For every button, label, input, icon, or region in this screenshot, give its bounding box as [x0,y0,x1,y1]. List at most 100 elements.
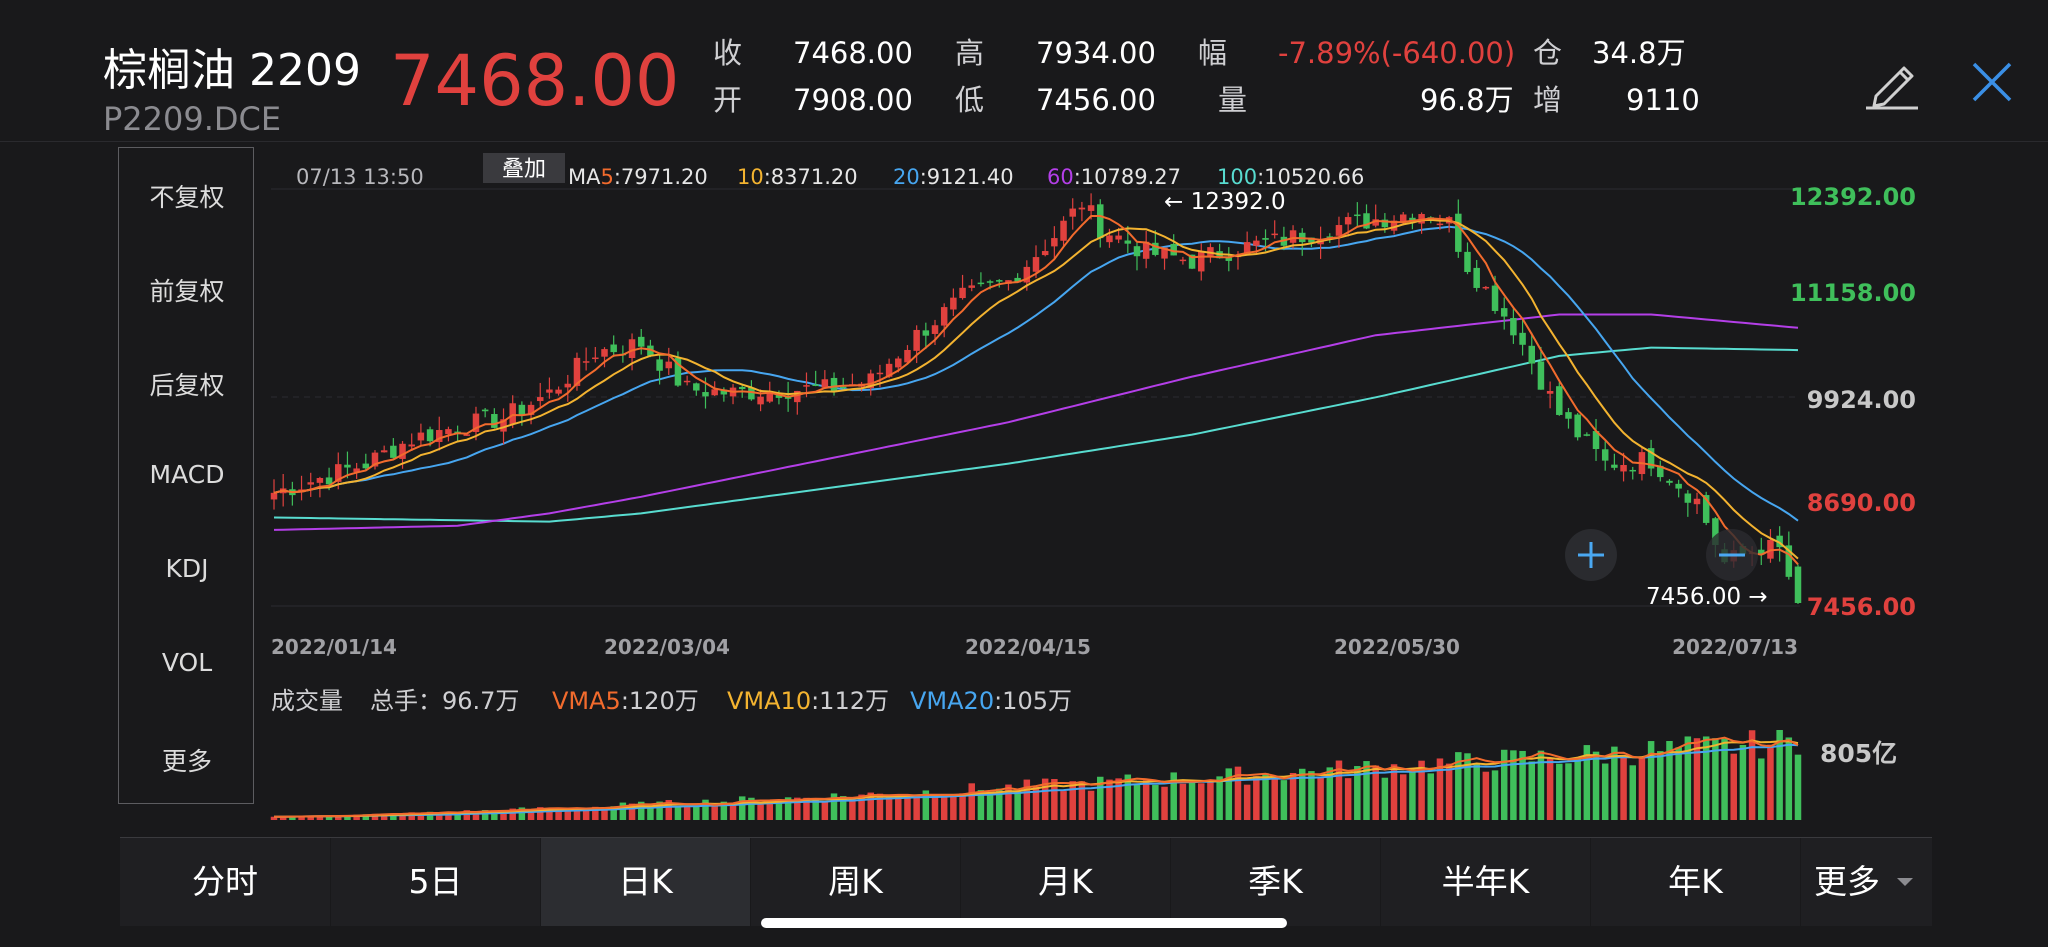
tab-yearly-k[interactable]: 年K [1591,838,1800,926]
volume-bar [1271,778,1278,820]
volume-bar [674,805,682,820]
candlesticks [270,193,1802,604]
candle [445,426,452,442]
candle [1335,216,1343,248]
volume-bar [683,806,691,820]
candle [1142,230,1150,269]
volume-bar [335,815,342,820]
volume-bar [748,797,755,820]
quote-label-open-interest: 仓 [1533,36,1563,70]
quote-value-open: 7908.00 [793,83,913,117]
ma10-value: :8371.20 [764,165,858,189]
tab-weekly-k[interactable]: 周K [751,838,960,926]
volume-bar [885,797,893,820]
ma60-key: 60 [1047,165,1074,189]
quote-label-high: 高 [955,36,985,70]
candle [509,395,516,429]
volume-bar [839,796,847,820]
quote-label-increase: 增 [1533,83,1563,117]
sidebar-item-macd[interactable]: MACD [149,460,225,489]
candle [380,445,388,453]
volume-bar [426,811,434,820]
x-tick-3: 2022/05/30 [1334,635,1460,659]
candle [582,347,590,371]
overlay-button-bg[interactable] [483,153,565,183]
volume-bar [702,799,709,820]
candle [1702,491,1710,526]
ma10-legend: 10:8371.20 [737,165,858,189]
close-icon[interactable] [1970,60,2014,104]
candle [1666,479,1673,486]
header-divider [0,141,2048,142]
volume-bar [940,797,948,820]
volume-bar [1684,736,1692,820]
sidebar-item-backward-adjust[interactable]: 后复权 [149,371,225,400]
quote-value-increase: 9110 [1626,83,1700,117]
volume-bar [1758,758,1765,820]
tab-5day[interactable]: 5日 [331,838,540,926]
candle [656,353,663,385]
x-tick-2: 2022/04/15 [965,635,1091,659]
tab-quarterly-k[interactable]: 季K [1171,838,1380,926]
x-tick-1: 2022/03/04 [604,635,730,659]
volume-ma-lines [274,736,1799,818]
volume-bar [1023,779,1031,820]
volume-bar [922,790,930,820]
candle [371,450,379,470]
volume-bar [1473,763,1480,820]
volume-bar [738,796,746,820]
sidebar-item-no-adjust[interactable]: 不复权 [149,183,225,212]
candle [849,373,856,386]
volume-bar [362,814,370,820]
quote-value-volume: 96.8万 [1420,83,1514,117]
vma5-key: VMA5 [552,687,621,715]
ma-legend: MA5:7971.20 [568,165,708,189]
tab-daily-k[interactable]: 日K [541,838,750,926]
tab-intraday[interactable]: 分时 [120,838,330,926]
zoom-in-button[interactable] [1565,529,1617,581]
volume-bar [1078,781,1086,820]
volume-bar [1739,744,1747,820]
volume-bar [637,801,645,820]
volume-label: 成交量 [271,687,343,715]
sidebar-item-vol[interactable]: VOL [161,648,213,677]
chart-datetime: 07/13 13:50 [296,165,424,189]
sidebar-item-kdj[interactable]: KDJ [165,554,209,583]
volume-bar [1657,751,1664,820]
zoom-out-button[interactable] [1706,529,1758,581]
overlay-button[interactable]: 叠加 [502,157,546,182]
volume-bar [610,806,617,820]
volume-bar [1748,730,1756,820]
candle [812,370,819,387]
candle [1675,479,1682,498]
volume-bar [1556,763,1563,820]
sidebar-item-more[interactable]: 更多 [161,747,212,776]
tab-halfyear-k[interactable]: 半年K [1381,838,1590,926]
tab-more[interactable]: 更多 [1801,838,1932,926]
volume-bar [1363,761,1370,820]
ma100-value: :10520.66 [1257,165,1364,189]
volume-bar [1161,786,1168,820]
tab-monthly-k[interactable]: 月K [961,838,1170,926]
candle [1225,247,1233,272]
candle [610,335,617,358]
volume-bar [1702,736,1710,820]
candle [601,347,608,368]
volume-bar [968,783,975,820]
volume-bar [1289,772,1297,820]
candle [1693,492,1701,515]
period-tabs: 分时 5日 日K 周K 月K 季K 半年K 年K 更多 [120,838,1932,926]
volume-bar [656,801,663,820]
volume-bar [1243,784,1251,820]
pencil-icon[interactable] [1862,52,1922,110]
volume-bar [766,801,774,820]
candle [298,475,305,501]
tabs-top-border [120,837,1932,838]
volume-bar [1372,765,1379,820]
volume-bar [1620,756,1627,820]
volume-bar [481,810,489,820]
volume-bar [436,812,443,820]
candle [959,274,966,300]
sidebar-item-forward-adjust[interactable]: 前复权 [149,277,225,306]
caret-down-icon [1897,878,1913,886]
